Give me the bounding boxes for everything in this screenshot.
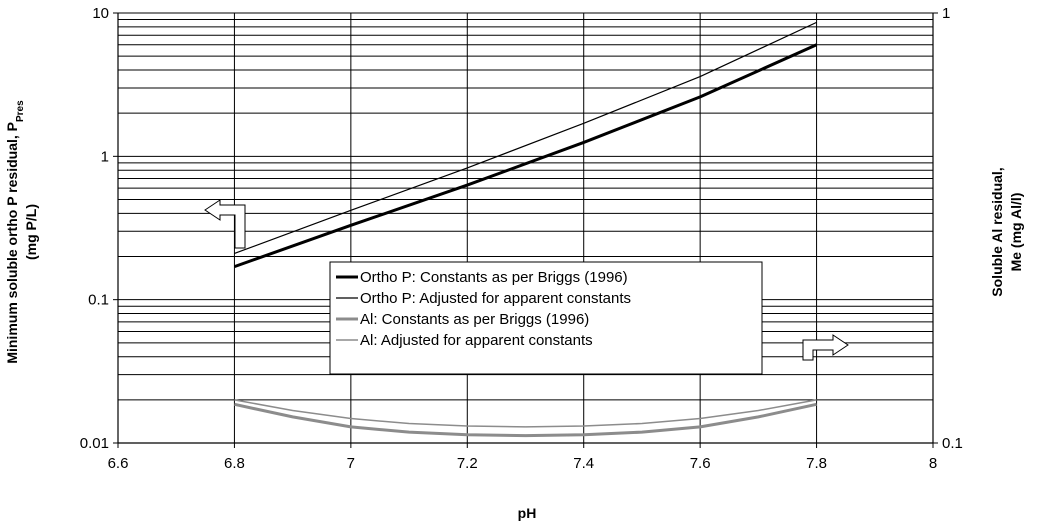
y-axis-right-title-line2: Me (mg Al/l) bbox=[1008, 193, 1024, 272]
legend-label-4: Al: Adjusted for apparent constants bbox=[360, 332, 593, 349]
right-axis-arrow-icon bbox=[802, 334, 849, 361]
tick-labels: 6.6 6.8 7 7.2 7.4 7.6 7.8 8 0.01 0.1 1 10 0.1 1 bbox=[80, 5, 963, 472]
y-left-tick-label: 0.01 bbox=[80, 435, 109, 452]
y-axis-left-title: Minimum soluble ortho P residual, PPres bbox=[4, 100, 26, 364]
y-right-tick-label: 1 bbox=[942, 5, 950, 22]
x-axis-title: pH bbox=[518, 505, 537, 521]
y-axis-right-title: Soluble Al residual, bbox=[989, 167, 1005, 296]
y-right-tick-label: 0.1 bbox=[942, 435, 963, 452]
y-left-tick-label: 1 bbox=[101, 148, 109, 165]
axes bbox=[113, 12, 938, 448]
y-left-tick-label: 10 bbox=[92, 5, 109, 22]
series-lines bbox=[233, 21, 818, 438]
legend-label-3: Al: Constants as per Briggs (1996) bbox=[360, 311, 589, 328]
y-left-tick-label: 0.1 bbox=[88, 292, 109, 309]
x-tick-label: 6.6 bbox=[108, 455, 129, 472]
x-tick-label: 6.8 bbox=[224, 455, 245, 472]
x-tick-label: 7.4 bbox=[573, 455, 594, 472]
left-axis-arrow-icon bbox=[204, 199, 246, 249]
x-tick-label: 7.8 bbox=[806, 455, 827, 472]
x-tick-label: 7 bbox=[347, 455, 355, 472]
series-line-4 bbox=[234, 399, 817, 428]
series-line-2 bbox=[234, 21, 817, 255]
x-tick-label: 7.2 bbox=[457, 455, 478, 472]
legend-label-2: Ortho P: Adjusted for apparent constants bbox=[360, 290, 631, 307]
x-tick-label: 8 bbox=[929, 455, 937, 472]
legend-label-1: Ortho P: Constants as per Briggs (1996) bbox=[360, 269, 628, 286]
x-tick-label: 7.6 bbox=[690, 455, 711, 472]
legend-box bbox=[329, 261, 763, 375]
series-line-3 bbox=[234, 402, 817, 438]
legend: Ortho P: Constants as per Briggs (1996) O… bbox=[329, 261, 763, 375]
y-axis-left-title-line2: (mg P/L) bbox=[23, 204, 39, 260]
series-line-1 bbox=[233, 43, 818, 269]
